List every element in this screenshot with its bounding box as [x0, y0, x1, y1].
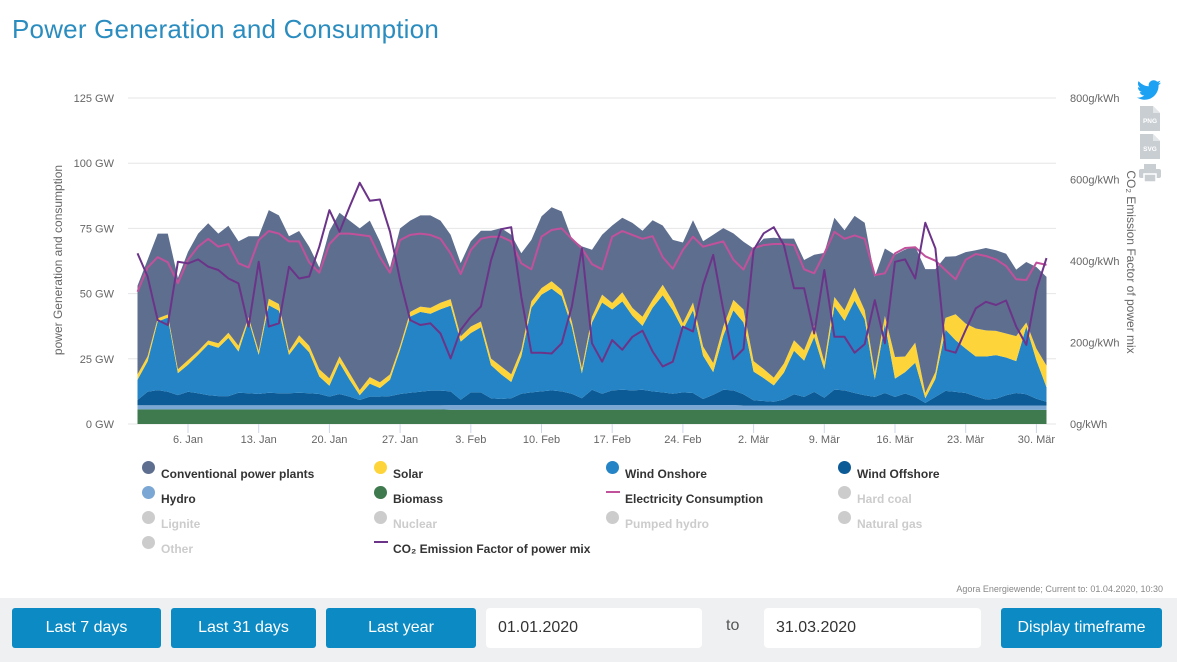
legend-label: Lignite: [161, 517, 201, 531]
area-conventional-power-plants: [137, 207, 1047, 393]
legend-label: Hydro: [161, 492, 196, 506]
circle-marker-icon: [838, 511, 851, 524]
display-timeframe-button[interactable]: Display timeframe: [1001, 608, 1162, 648]
line-marker-icon: [374, 541, 388, 543]
export-tools: PNG SVG: [1136, 76, 1166, 186]
circle-marker-icon: [374, 486, 387, 499]
x-tick-label: 6. Jan: [173, 434, 203, 446]
x-tick-label: 13. Jan: [241, 434, 277, 446]
to-label: to: [726, 617, 740, 634]
timeframe-bar: Last 7 days Last 31 days Last year to Di…: [0, 598, 1177, 662]
circle-marker-icon: [142, 511, 155, 524]
circle-marker-icon: [838, 486, 851, 499]
y-tick-label-left: 0 GW: [86, 419, 115, 431]
legend-label: Conventional power plants: [161, 467, 315, 481]
legend-label: Natural gas: [857, 517, 923, 531]
download-svg-button[interactable]: SVG: [1140, 134, 1168, 159]
circle-marker-icon: [142, 461, 155, 474]
print-button[interactable]: [1139, 164, 1167, 184]
svg-file-icon: SVG: [1140, 134, 1160, 159]
x-tick-label: 16. Mär: [876, 434, 914, 446]
y-axis-right-title: CO₂ Emission Factor of power mix: [1124, 170, 1138, 353]
x-tick-label: 27. Jan: [382, 434, 418, 446]
y-tick-label-left: 100 GW: [74, 158, 115, 170]
y-tick-label-right: 600g/kWh: [1070, 175, 1120, 187]
legend-label: Wind Offshore: [857, 467, 940, 481]
x-tick-label: 17. Feb: [594, 434, 631, 446]
area-wind-onshore: [137, 288, 1047, 403]
x-tick-label: 10. Feb: [523, 434, 560, 446]
y-tick-label-left: 50 GW: [80, 289, 115, 301]
line-marker-icon: [606, 491, 620, 493]
x-tick-label: 9. Mär: [809, 434, 841, 446]
legend-label: Hard coal: [857, 492, 912, 506]
circle-marker-icon: [606, 461, 619, 474]
area-wind-offshore: [137, 389, 1047, 406]
print-icon: [1139, 164, 1161, 183]
y-axis-left-title: power Generation and consumption: [51, 165, 65, 355]
circle-marker-icon: [374, 461, 387, 474]
area-biomass: [137, 409, 1047, 424]
svg-label: SVG: [1143, 146, 1157, 153]
circle-marker-icon: [838, 461, 851, 474]
series-lines: [136, 181, 1048, 368]
legend-label: CO₂ Emission Factor of power mix: [393, 542, 591, 556]
x-tick-label: 23. Mär: [947, 434, 985, 446]
axes: 0 GW 25 GW 50 GW 75 GW 100 GW 125 GW 0g/kWh 200…: [74, 93, 1120, 446]
legend-label: Solar: [393, 467, 424, 481]
twitter-share-button[interactable]: [1136, 78, 1164, 102]
circle-marker-icon: [142, 486, 155, 499]
line-co-emission-factor-of-power-mix: [136, 181, 1048, 368]
y-tick-label-right: 400g/kWh: [1070, 256, 1120, 268]
end-date-input[interactable]: [764, 608, 981, 648]
y-tick-label-right: 800g/kWh: [1070, 93, 1120, 105]
png-label: PNG: [1143, 118, 1157, 125]
area-hydro: [137, 405, 1047, 410]
twitter-icon: [1137, 80, 1162, 100]
png-file-icon: PNG: [1140, 106, 1160, 131]
y-tick-label-left: 75 GW: [80, 223, 115, 235]
credit-text: Agora Energiewende; Current to: 01.04.20…: [956, 584, 1163, 594]
page-title: Power Generation and Consumption: [12, 14, 439, 44]
chart: 0 GW 25 GW 50 GW 75 GW 100 GW 125 GW 0g/kWh 200…: [51, 93, 1138, 446]
y-tick-label-right: 200g/kWh: [1070, 338, 1120, 350]
circle-marker-icon: [374, 511, 387, 524]
stacked-areas: [137, 207, 1047, 424]
y-tick-label-left: 25 GW: [80, 354, 115, 366]
legend-label: Wind Onshore: [625, 467, 707, 481]
x-tick-label: 2. Mär: [738, 434, 770, 446]
circle-marker-icon: [606, 511, 619, 524]
legend-label: Biomass: [393, 492, 444, 506]
last-year-button[interactable]: Last year: [326, 608, 476, 648]
start-date-input[interactable]: [486, 608, 702, 648]
last-7-days-button[interactable]: Last 7 days: [12, 608, 161, 648]
circle-marker-icon: [142, 536, 155, 549]
legend-label: Other: [161, 542, 194, 556]
legend-label: Electricity Consumption: [625, 492, 764, 506]
x-tick-label: 24. Feb: [664, 434, 701, 446]
download-png-button[interactable]: PNG: [1140, 106, 1168, 131]
y-tick-label-left: 125 GW: [74, 93, 115, 105]
x-tick-label: 30. Mär: [1018, 434, 1056, 446]
legend-label: Pumped hydro: [625, 517, 710, 531]
line-electricity-consumption: [136, 227, 1047, 293]
x-tick-label: 3. Feb: [455, 434, 486, 446]
last-31-days-button[interactable]: Last 31 days: [171, 608, 316, 648]
legend-label: Nuclear: [393, 517, 438, 531]
y-tick-label-right: 0g/kWh: [1070, 419, 1107, 431]
x-tick-label: 20. Jan: [311, 434, 347, 446]
